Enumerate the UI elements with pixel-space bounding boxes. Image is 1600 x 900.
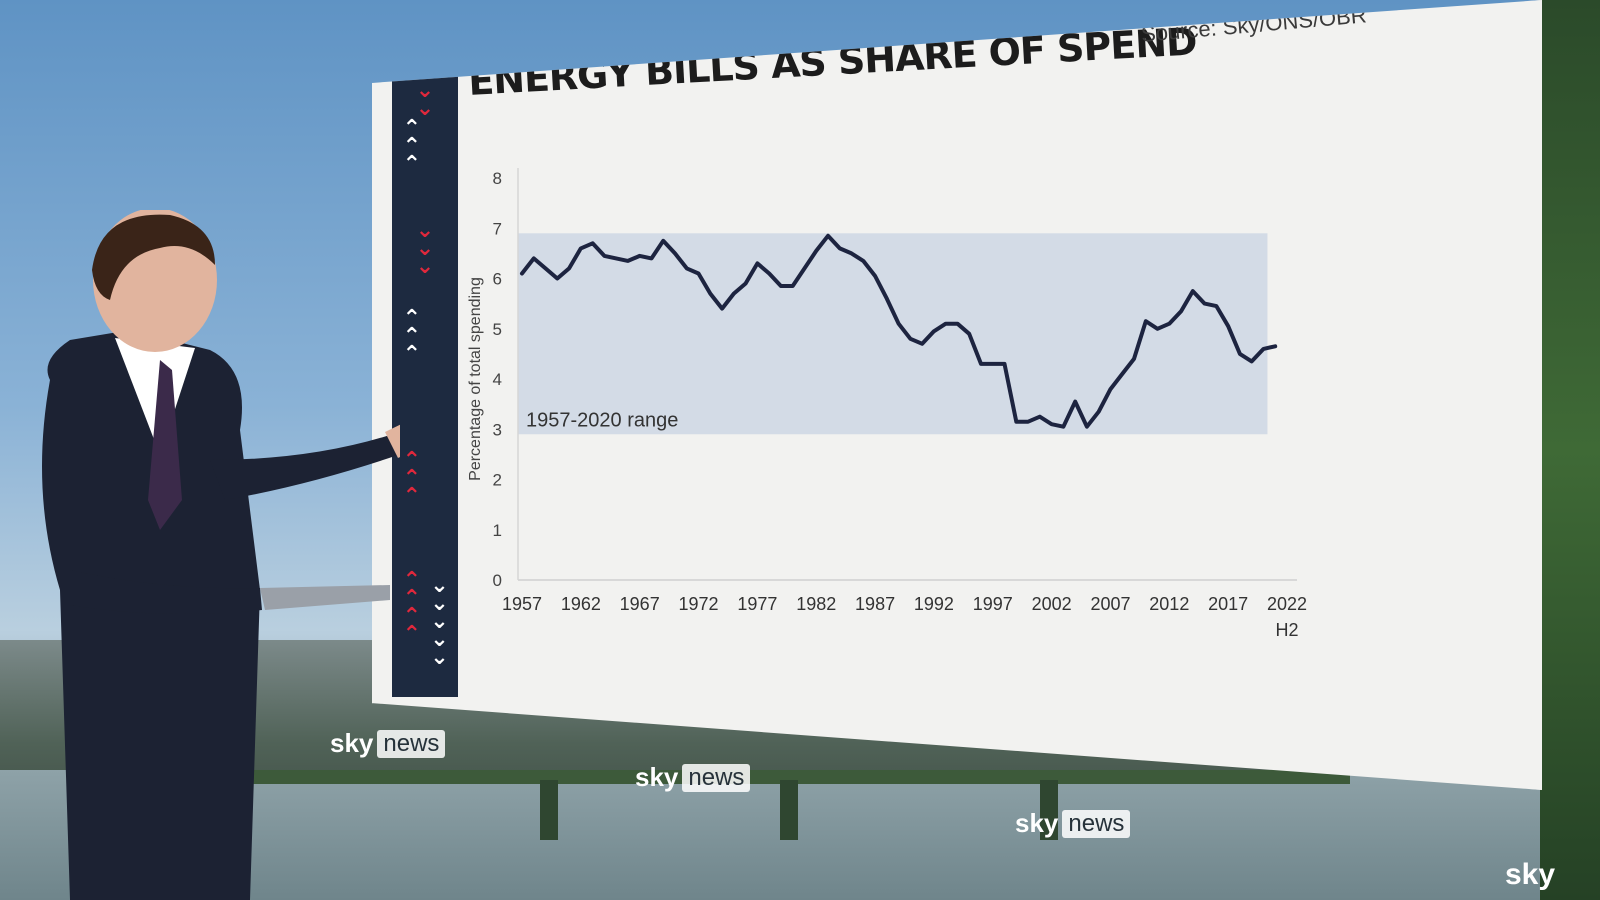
chevron-up-icon: ⌃ ⌃ ⌃ ⌃	[402, 568, 422, 647]
chevron-up-icon: ⌃ ⌃ ⌃	[402, 448, 422, 509]
x-tick-label: 1987	[855, 594, 895, 614]
range-band	[518, 233, 1268, 435]
y-tick-label: 4	[493, 370, 502, 389]
watermark-word: news	[682, 763, 751, 792]
watermark-brand: sky	[1015, 808, 1059, 838]
chevron-down-icon: ⌄ ⌄ ⌄	[415, 218, 435, 279]
x-tick-label: 1957	[502, 594, 542, 614]
y-tick-label: 6	[493, 270, 502, 289]
sky-news-watermark: sky news	[330, 728, 446, 759]
chevron-strip: ⌄ ⌄ ⌃ ⌃ ⌃ ⌄ ⌄ ⌄ ⌃ ⌃ ⌃ ⌃ ⌃ ⌃ ⌃ ⌃ ⌃ ⌃ ⌄ ⌄ ⌄ ⌄ ⌄	[392, 72, 458, 697]
corner-mark-text: sky	[1505, 858, 1556, 891]
watermark-brand: sky	[635, 762, 679, 792]
y-tick-label: 8	[493, 169, 502, 188]
line-chart: 1957-2020 range 0 1 2 3 4 5 6 7 8 Percentage of to…	[467, 168, 1307, 640]
chevron-up-icon: ⌃ ⌃ ⌃	[402, 116, 422, 177]
x-tick-label: 2007	[1090, 594, 1130, 614]
chevron-up-icon: ⌃ ⌃ ⌃	[402, 306, 422, 367]
y-axis-label: Percentage of total spending	[467, 277, 484, 481]
watermark-brand: sky	[330, 728, 374, 758]
trees-background	[1540, 0, 1600, 900]
x-tick-label: 1972	[679, 594, 719, 614]
y-tick-label: 5	[493, 320, 502, 339]
sky-corner-mark: sky	[1505, 858, 1555, 892]
river-background	[0, 770, 1600, 900]
bridge-pier	[780, 780, 798, 840]
watermark-word: news	[377, 729, 446, 758]
x-tick-label: 1977	[737, 594, 777, 614]
x-tick-label: 2012	[1149, 594, 1189, 614]
x-tick-label: 1992	[914, 594, 954, 614]
bridge-pier	[540, 780, 558, 840]
sky-news-watermark: sky news	[1015, 808, 1131, 839]
x-tick-sublabel: H2	[1275, 620, 1298, 640]
x-tick-label: 1962	[561, 594, 601, 614]
x-tick-label: 2002	[1032, 594, 1072, 614]
y-tick-label: 0	[493, 571, 502, 590]
x-tick-label: 1982	[796, 594, 836, 614]
y-tick-label: 2	[493, 471, 502, 490]
y-tick-label: 7	[493, 219, 502, 238]
presenter	[42, 210, 400, 900]
chevron-down-icon: ⌄ ⌄	[415, 78, 435, 121]
x-tick-label: 1997	[973, 594, 1013, 614]
bridge-pier	[1040, 780, 1058, 840]
range-band-label: 1957-2020 range	[526, 409, 678, 431]
x-tick-label: 1967	[620, 594, 660, 614]
sky-news-watermark: sky news	[635, 762, 751, 793]
watermark-word: news	[1062, 809, 1131, 838]
x-tick-label: 2017	[1208, 594, 1248, 614]
series-line	[520, 233, 1278, 429]
y-tick-label: 1	[493, 521, 502, 540]
y-tick-label: 3	[493, 420, 502, 439]
bridge-background	[250, 770, 1350, 784]
x-tick-label: 2022	[1267, 594, 1307, 614]
chart-screen: ⌄ ⌄ ⌃ ⌃ ⌃ ⌄ ⌄ ⌄ ⌃ ⌃ ⌃ ⌃ ⌃ ⌃ ⌃ ⌃ ⌃ ⌃ ⌄ ⌄ ⌄ ⌄ ⌄ ENERGY BIL…	[372, 0, 1542, 790]
chevron-down-icon: ⌄ ⌄ ⌄ ⌄ ⌄	[430, 573, 449, 670]
